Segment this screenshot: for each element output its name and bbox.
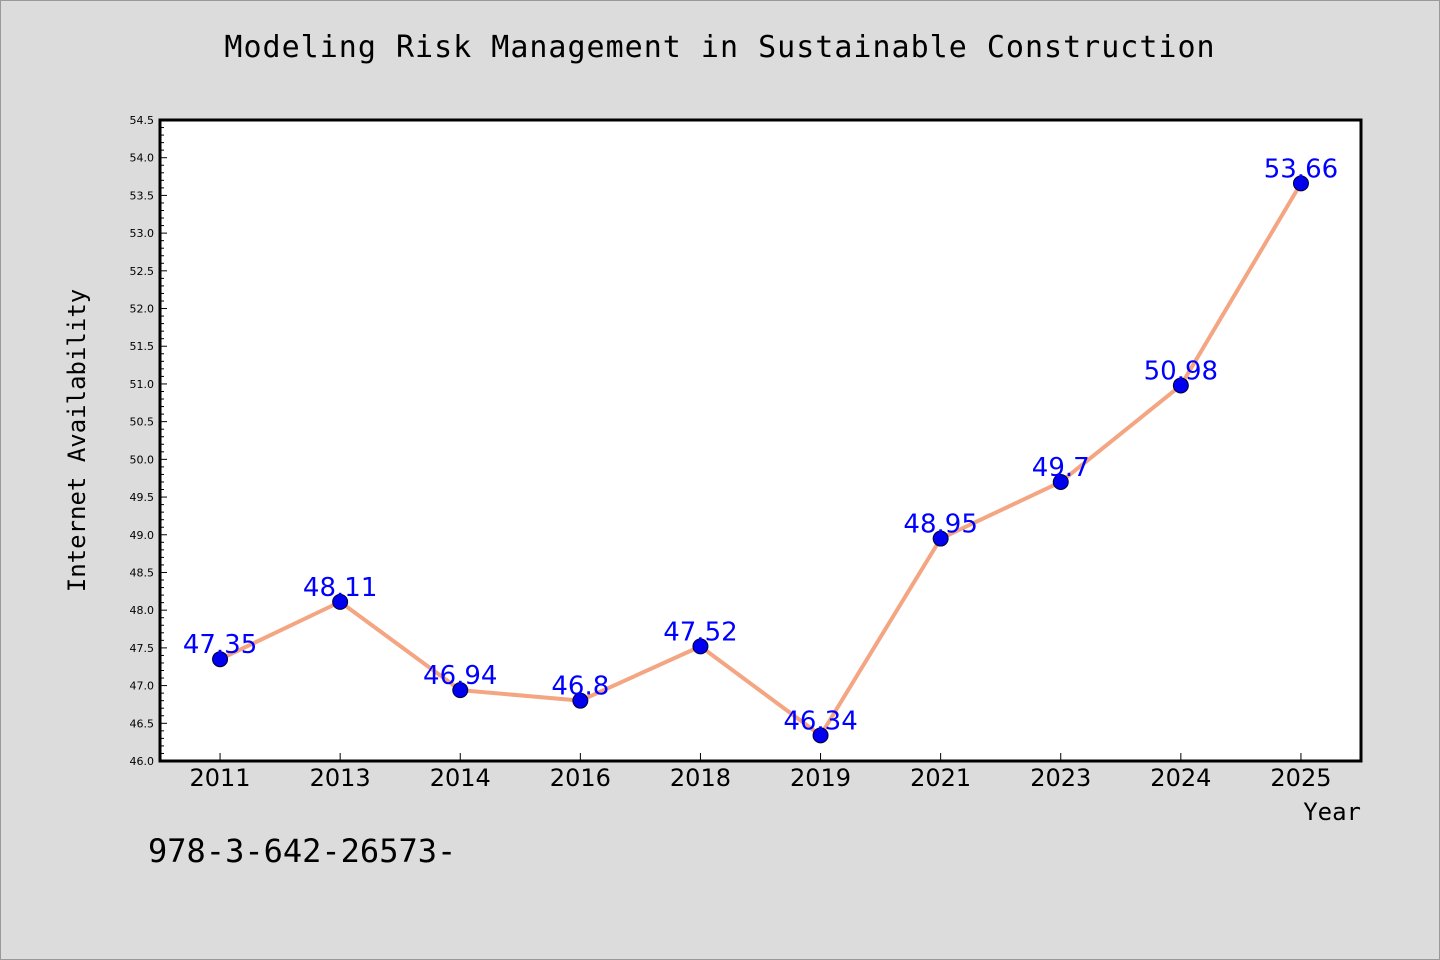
data-label: 48.95	[903, 510, 977, 540]
series-group: 47.35 48.11 46.94 46.8 47.52 46.34 48.95 49.7 50…	[183, 154, 1338, 744]
y-tick-label: 47.5	[130, 642, 155, 655]
data-point	[452, 682, 469, 699]
data-label: 47.52	[663, 617, 737, 647]
data-point	[932, 530, 949, 547]
x-tick-label: 2024	[1150, 764, 1211, 792]
x-axis: 2011 2013 2014 2016 2018 2019 2021 2023 2024 2025	[190, 753, 1331, 792]
data-point	[572, 692, 589, 709]
x-tick-label: 2019	[790, 764, 851, 792]
data-point	[212, 651, 229, 668]
footer-note: 978-3-642-26573-	[148, 832, 457, 870]
x-tick-label: 2016	[550, 764, 611, 792]
x-tick-label: 2018	[670, 764, 731, 792]
chart-title: Modeling Risk Management in Sustainable …	[224, 30, 1216, 65]
y-tick-label: 54.5	[130, 114, 155, 127]
x-tick-label: 2021	[910, 764, 971, 792]
x-tick-label: 2023	[1030, 764, 1091, 792]
y-tick-label: 49.0	[130, 529, 155, 542]
data-point	[1172, 377, 1189, 394]
data-label: 47.35	[183, 630, 257, 660]
data-point	[1052, 473, 1069, 490]
x-axis-title: Year	[1303, 798, 1361, 826]
plot-border	[158, 118, 1363, 763]
y-tick-label: 49.5	[130, 491, 155, 504]
y-tick-label: 46.0	[130, 755, 155, 768]
x-tick-label: 2014	[430, 764, 491, 792]
data-point	[332, 593, 349, 610]
y-tick-label: 48.5	[130, 566, 155, 579]
y-axis: 46.0 46.5 47.0 47.5 48.0 48.5 49.0 49.5 50.0 50.5…	[130, 114, 167, 768]
series-line	[219, 182, 1303, 738]
y-tick-label: 51.5	[130, 340, 155, 353]
y-tick-label: 53.0	[130, 227, 155, 240]
data-label: 49.7	[1032, 453, 1090, 483]
y-tick-label: 50.0	[130, 453, 155, 466]
data-point	[812, 727, 829, 744]
y-tick-label: 51.0	[130, 378, 155, 391]
data-label: 46.8	[551, 672, 609, 702]
y-tick-label: 52.5	[130, 265, 155, 278]
plot-area	[160, 120, 1361, 761]
y-axis-title: Internet Availability	[63, 289, 91, 592]
y-tick-label: 48.0	[130, 604, 155, 617]
data-label: 48.11	[303, 573, 377, 603]
data-label: 46.34	[783, 706, 857, 736]
data-point	[1292, 175, 1309, 192]
data-label: 46.94	[423, 661, 497, 691]
data-point	[692, 638, 709, 655]
y-tick-label: 54.0	[130, 152, 155, 165]
y-tick-label: 50.5	[130, 416, 155, 429]
x-tick-label: 2011	[190, 764, 251, 792]
x-tick-label: 2013	[310, 764, 371, 792]
data-label: 50.98	[1144, 356, 1218, 386]
x-tick-label: 2025	[1270, 764, 1331, 792]
y-tick-label: 52.0	[130, 303, 155, 316]
y-tick-label: 47.0	[130, 680, 155, 693]
y-tick-label: 46.5	[130, 717, 155, 730]
data-label: 53.66	[1264, 154, 1338, 184]
y-tick-label: 53.5	[130, 189, 155, 202]
